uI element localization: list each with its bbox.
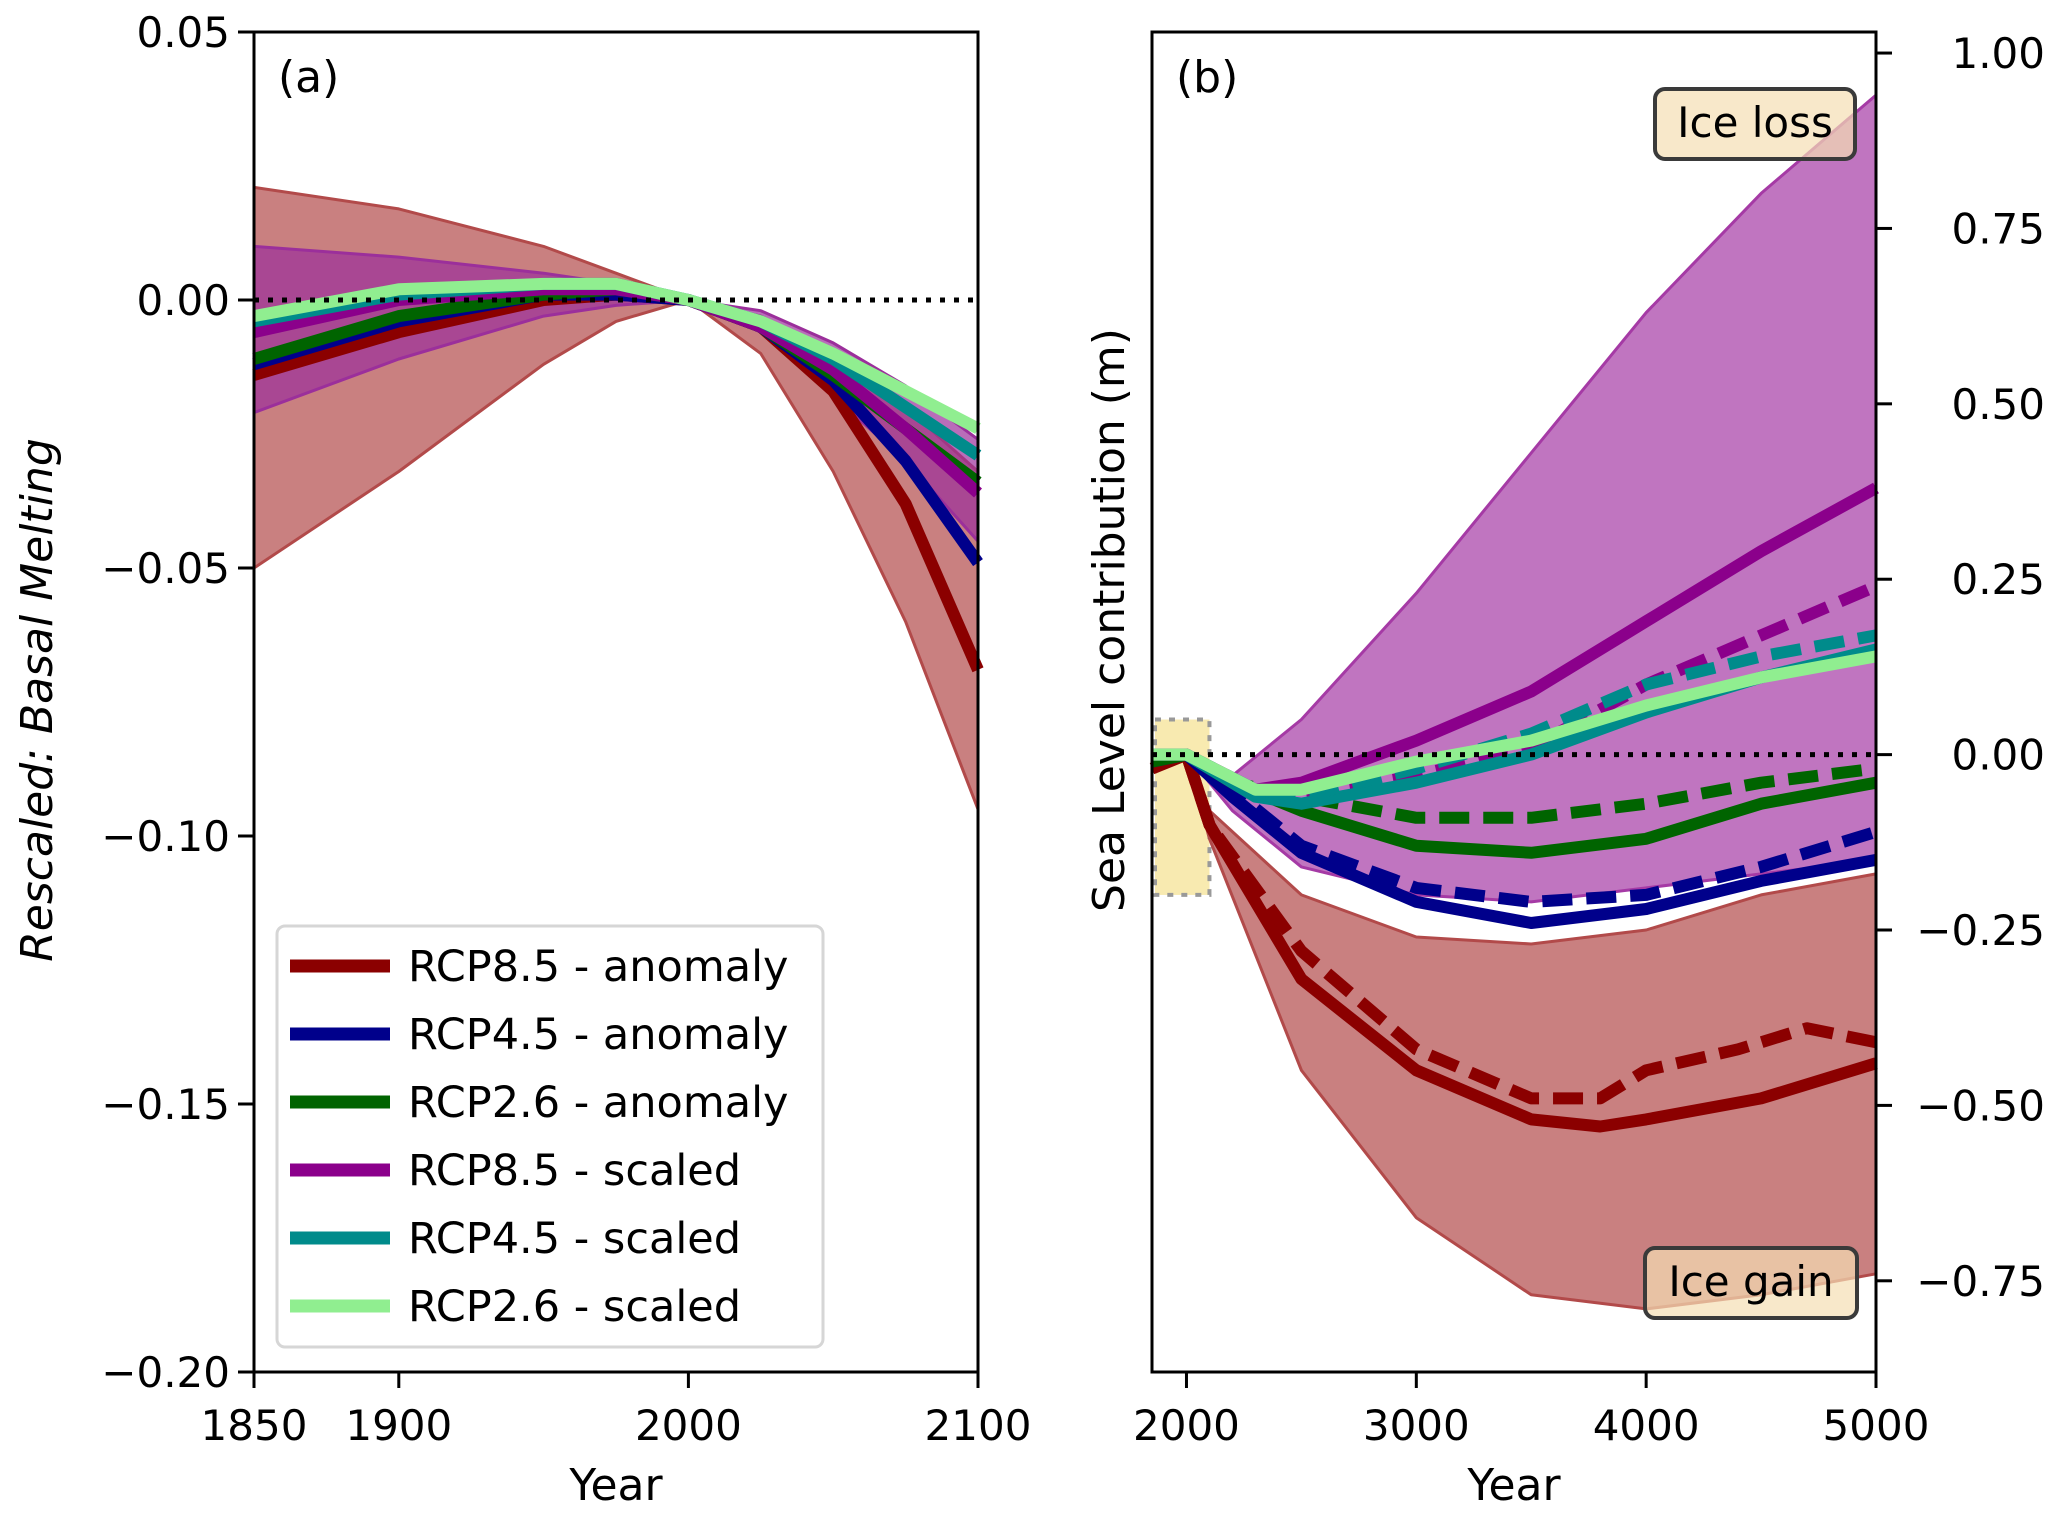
panel-b-frame (1150, 30, 1878, 1374)
y-tick-label: 0.00 (136, 276, 230, 325)
panel-a-frame (252, 30, 980, 1374)
y-tick-label: −0.75 (1916, 1257, 2045, 1306)
y-tick-label: 0.75 (1951, 204, 2045, 253)
y-tick-label: −0.05 (101, 544, 230, 593)
y-tick-label: −0.15 (101, 1080, 230, 1129)
panel-a-x-ticks: 1850 1900 2000 2100 (201, 1372, 1032, 1450)
legend-label: RCP4.5 - anomaly (408, 1010, 788, 1060)
legend-item-rcp8-5-anomaly: RCP8.5 - anomaly (290, 942, 788, 992)
panel-a-y-axis-title: Rescaled: Basal Melting (12, 438, 63, 962)
panel-b-label: (b) (1176, 52, 1238, 103)
annotation-ice-loss: Ice loss (1653, 87, 1857, 161)
legend-frame (275, 924, 825, 1349)
panel-b-y-axis-title: Sea Level contribution (m) (1084, 328, 1135, 912)
x-tick-label: 1900 (345, 1401, 452, 1450)
legend: RCP8.5 - anomaly RCP4.5 - anomaly RCP2.6 -… (275, 924, 825, 1349)
annotation-ice-gain-box (1643, 1246, 1859, 1320)
x-tick-label: 5000 (1823, 1401, 1930, 1450)
panel-b: 2000 3000 4000 5000 1.00 0.75 0.50 0.25 0.00 −0.… (1084, 29, 2045, 1511)
y-tick-label: 0.50 (1951, 380, 2045, 429)
legend-label: RCP8.5 - anomaly (408, 942, 788, 992)
series-rcp4-5-anomaly-alt-dashed (1182, 749, 1878, 908)
x-tick-label: 2000 (635, 1401, 742, 1450)
series-rcp4-5-scaled-alt-dashed (1183, 629, 1878, 803)
panel-b-lines (1149, 482, 1879, 1133)
y-tick-label: 0.00 (1951, 731, 2045, 780)
legend-item-rcp4-5-anomaly: RCP4.5 - anomaly (290, 1010, 788, 1060)
y-tick-label: 1.00 (1951, 29, 2045, 78)
panel-b-x-ticks: 2000 3000 4000 5000 (1133, 1372, 1929, 1450)
legend-item-rcp2-6-scaled: RCP2.6 - scaled (290, 1282, 741, 1332)
annotation-ice-gain: Ice gain (1643, 1246, 1859, 1320)
legend-item-rcp4-5-scaled: RCP4.5 - scaled (290, 1214, 741, 1264)
legend-label: RCP8.5 - scaled (408, 1146, 741, 1196)
panel-a: 1850 1900 2000 2100 0.05 0.00 −0.05 −0.10 −0.15… (12, 8, 1031, 1511)
x-tick-label: 1850 (201, 1401, 308, 1450)
x-tick-label: 3000 (1363, 1401, 1470, 1450)
panel-a-label: (a) (278, 52, 339, 103)
y-tick-label: −0.20 (101, 1348, 230, 1397)
series-rcp2-6-scaled (1152, 650, 1878, 796)
panel-b-y-ticks: 1.00 0.75 0.50 0.25 0.00 −0.25 −0.50 −0.75 (1876, 29, 2045, 1306)
series-rcp8-5-anomaly-alt-dashed (1180, 752, 1878, 1105)
y-tick-label: 0.25 (1951, 555, 2045, 604)
x-tick-label: 2100 (925, 1401, 1032, 1450)
y-tick-label: 0.05 (136, 8, 230, 57)
annotation-ice-loss-box (1653, 87, 1857, 161)
panel-a-y-ticks: 0.05 0.00 −0.05 −0.10 −0.15 −0.20 (101, 8, 254, 1397)
legend-label: RCP2.6 - anomaly (408, 1078, 788, 1128)
legend-item-rcp8-5-scaled: RCP8.5 - scaled (290, 1146, 741, 1196)
x-tick-label: 2000 (1133, 1401, 1240, 1450)
legend-item-rcp2-6-anomaly: RCP2.6 - anomaly (290, 1078, 788, 1128)
annotation-ice-gain-text: Ice gain (1668, 1257, 1833, 1306)
y-tick-label: −0.50 (1916, 1081, 2045, 1130)
legend-label: RCP2.6 - scaled (408, 1282, 741, 1332)
panel-a-x-axis-title: Year (568, 1460, 663, 1511)
x-tick-label: 4000 (1593, 1401, 1700, 1450)
series-rcp8-5-anomaly (1149, 748, 1878, 1133)
legend-label: RCP4.5 - scaled (408, 1214, 741, 1264)
y-tick-label: −0.10 (101, 812, 230, 861)
panel-b-bands (1185, 93, 1878, 1311)
panel-b-x-axis-title: Year (1466, 1460, 1561, 1511)
y-tick-label: −0.25 (1916, 906, 2045, 955)
annotation-ice-loss-text: Ice loss (1677, 98, 1833, 147)
